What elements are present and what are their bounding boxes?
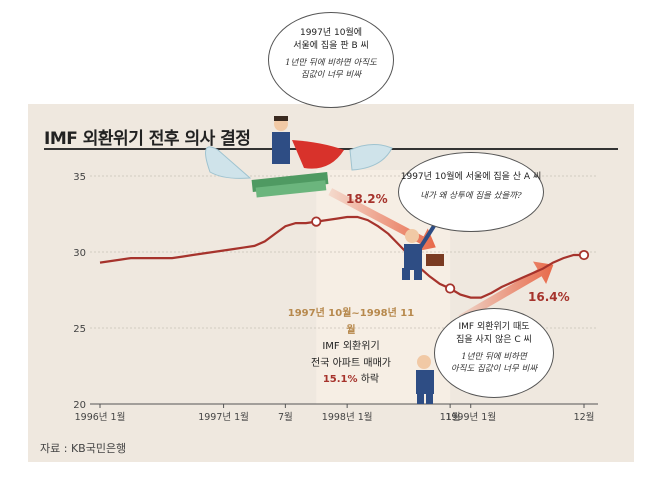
data-point-marker	[445, 283, 456, 294]
x-tick-label: 7월	[278, 411, 293, 423]
drop-percent-label: 18.2%	[346, 192, 388, 206]
highlight-period: 1997년 10월~1998년 11월	[287, 308, 415, 336]
source-note: 자료 : KB국민은행	[40, 442, 127, 455]
rise-arrow	[458, 261, 554, 323]
highlight-suffix: 하락	[357, 374, 380, 385]
bubble-c-hand1: 1년만 뒤에 비하면	[461, 352, 527, 363]
bubble-b-hand1: 1년만 뒤에 비하면 아직도	[285, 58, 377, 69]
bubble-b-hand2: 집값이 너무 비싸	[300, 70, 362, 81]
x-tick-label: 1996년 1월	[75, 411, 126, 423]
speech-bubble-b: 1997년 10월에 서울에 집을 판 B 씨 1년만 뒤에 비하면 아직도 집…	[268, 12, 394, 108]
bubble-c-hand2: 아직도 집값이 너무 비싸	[450, 364, 538, 375]
highlight-line2: 전국 아파트 매매가	[311, 357, 391, 369]
rise-percent-label: 16.4%	[528, 290, 570, 304]
y-tick-label: 35	[73, 172, 86, 183]
speech-bubble-c: IMF 외환위기 때도 집을 사지 않은 C 씨 1년만 뒤에 비하면 아직도 …	[434, 308, 554, 398]
bubble-a-hand1: 내가 왜 상투에 집을 샀을까?	[420, 191, 522, 202]
bubble-c-line1: IMF 외환위기 때도	[458, 322, 530, 332]
highlight-change: 15.1% 하락	[286, 372, 416, 389]
y-tick-label: 25	[73, 324, 86, 335]
x-tick-label: 12월	[574, 411, 595, 423]
highlight-text: 1997년 10월~1998년 11월 IMF 외환위기 전국 아파트 매매가 …	[286, 306, 416, 389]
chart-title: IMF 외환위기 전후 의사 결정	[44, 129, 251, 149]
figure-a-buyer	[402, 224, 444, 280]
y-tick-label: 20	[73, 400, 86, 411]
y-tick-label: 30	[73, 248, 86, 259]
figure-c-nonbuyer	[416, 355, 434, 404]
x-tick-label: 1998년 1월	[322, 411, 373, 423]
data-point-marker	[311, 216, 322, 227]
bubble-c-line2: 집을 사지 않은 C 씨	[456, 335, 532, 346]
speech-bubble-a: 1997년 10월에 서울에 집을 산 A 씨 내가 왜 상투에 집을 샀을까?	[398, 152, 544, 232]
x-tick-label: 1999년 1월	[445, 411, 496, 423]
highlight-percent: 15.1%	[322, 374, 358, 385]
figure-b-seller	[205, 116, 393, 198]
x-tick-label: 1997년 1월	[198, 411, 249, 423]
data-point-marker	[578, 249, 590, 261]
bubble-a-line1: 1997년 10월에 서울에 집을 산 A 씨	[400, 172, 542, 182]
series-line	[99, 215, 584, 299]
bubble-b-line1: 1997년 10월에	[299, 28, 363, 38]
highlight-line1: IMF 외환위기	[322, 341, 380, 352]
bubble-b-line2: 서울에 집을 판 B 씨	[293, 41, 369, 52]
x-tick-label: 11월	[440, 411, 461, 423]
